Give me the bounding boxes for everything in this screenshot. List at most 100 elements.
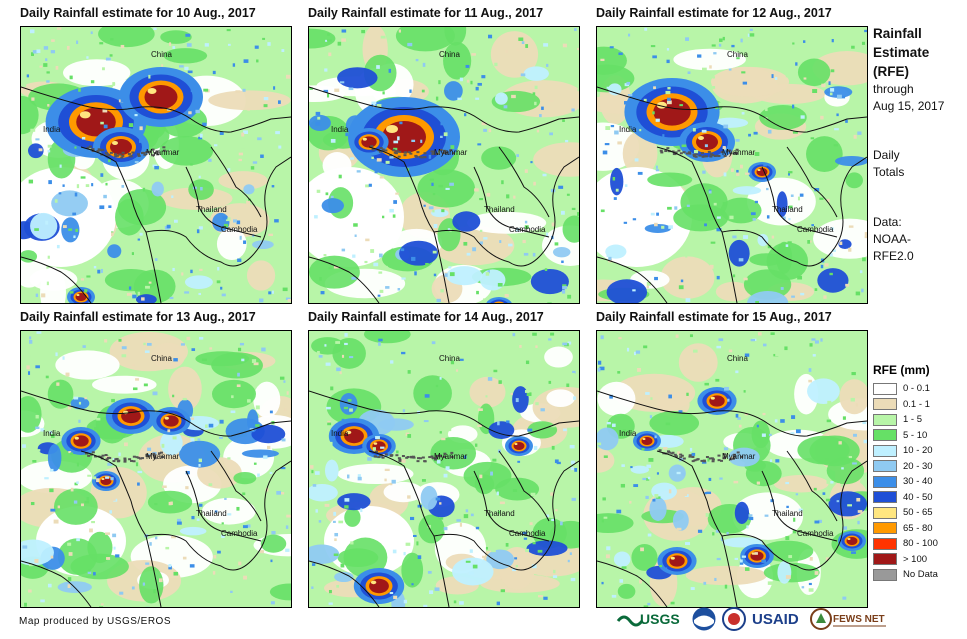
legend-title: RFE (mm) [873, 363, 930, 377]
legend-swatch [873, 475, 897, 488]
legend-swatch [873, 553, 897, 566]
svg-text:USGS: USGS [640, 611, 680, 627]
map-description: Rainfall Estimate (RFE) through Aug 15, … [873, 24, 944, 265]
daily-line-1: Daily [873, 148, 900, 162]
legend-label: 30 - 40 [903, 476, 933, 488]
panel-title: Daily Rainfall estimate for 14 Aug., 201… [308, 310, 544, 324]
panel-title: Daily Rainfall estimate for 10 Aug., 201… [20, 6, 256, 20]
rainfall-field: China India Myanmar Thailand Cambodia [309, 331, 579, 607]
title-line-1: Rainfall [873, 26, 922, 41]
legend-label: 40 - 50 [903, 491, 933, 503]
legend-label: 50 - 65 [903, 507, 933, 519]
legend-label: 5 - 10 [903, 429, 928, 441]
rainfall-field: China India Myanmar Thailand Cambodia [309, 27, 579, 303]
title-line-3: (RFE) [873, 64, 909, 79]
legend-label: 20 - 30 [903, 460, 933, 472]
noaa-logo [692, 607, 716, 631]
legend-item: 65 - 80 [873, 521, 938, 537]
data-line-1: Data: [873, 215, 902, 229]
country-label-china: China [439, 50, 460, 59]
legend: RFE (mm) 0 - 0.1 0.1 - 1 1 - 5 5 - 10 10 - 2… [873, 363, 938, 583]
country-label-myanmar: Myanmar [722, 148, 756, 157]
country-label-myanmar: Myanmar [722, 452, 756, 461]
country-label-india: India [43, 429, 61, 438]
usaid-logo: USAID [752, 607, 804, 631]
country-label-thailand: Thailand [484, 205, 515, 214]
panel-title: Daily Rainfall estimate for 12 Aug., 201… [596, 6, 832, 20]
rainfall-map: China India Myanmar Thailand Cambodia [20, 330, 292, 608]
legend-swatch [873, 444, 897, 457]
legend-swatch [873, 537, 897, 550]
legend-item: 80 - 100 [873, 536, 938, 552]
legend-label: No Data [903, 569, 938, 581]
rainfall-map: China India Myanmar Thailand Cambodia [308, 330, 580, 608]
panel-title: Daily Rainfall estimate for 11 Aug., 201… [308, 6, 544, 20]
country-label-thailand: Thailand [772, 205, 803, 214]
country-label-india: India [619, 125, 637, 134]
legend-swatch [873, 382, 897, 395]
daily-line-2: Totals [873, 165, 905, 179]
legend-item: 40 - 50 [873, 490, 938, 506]
legend-label: 0 - 0.1 [903, 383, 930, 395]
data-line-3: RFE2.0 [873, 249, 914, 263]
country-label-china: China [727, 50, 748, 59]
rainfall-field: China India Myanmar Thailand Cambodia [597, 27, 867, 303]
legend-item: No Data [873, 567, 938, 583]
country-label-cambodia: Cambodia [797, 529, 834, 538]
country-label-cambodia: Cambodia [221, 529, 258, 538]
rainfall-map: China India Myanmar Thailand Cambodia [596, 330, 868, 608]
country-label-thailand: Thailand [196, 205, 227, 214]
legend-swatch [873, 491, 897, 504]
country-label-india: India [331, 125, 349, 134]
fews-net-logo: FEWS NET [810, 607, 888, 631]
through-date: Aug 15, 2017 [873, 99, 945, 113]
legend-item: > 100 [873, 552, 938, 568]
country-label-myanmar: Myanmar [434, 452, 468, 461]
legend-label: 1 - 5 [903, 414, 923, 426]
legend-swatch [873, 506, 897, 519]
usaid-seal-icon [722, 607, 746, 631]
agency-logos: USGS USAID FEWS NET [616, 605, 894, 633]
country-label-myanmar: Myanmar [146, 148, 180, 157]
country-label-china: China [151, 354, 172, 363]
country-label-china: China [439, 354, 460, 363]
legend-label: 65 - 80 [903, 522, 933, 534]
country-label-thailand: Thailand [196, 509, 227, 518]
legend-item: 30 - 40 [873, 474, 938, 490]
legend-label: 80 - 100 [903, 538, 938, 550]
legend-swatch [873, 568, 897, 581]
legend-swatch [873, 429, 897, 442]
country-label-cambodia: Cambodia [221, 225, 258, 234]
country-label-cambodia: Cambodia [797, 225, 834, 234]
legend-swatch [873, 522, 897, 535]
svg-text:FEWS NET: FEWS NET [833, 614, 885, 625]
panel-title: Daily Rainfall estimate for 13 Aug., 201… [20, 310, 256, 324]
country-label-myanmar: Myanmar [434, 148, 468, 157]
panel-title: Daily Rainfall estimate for 15 Aug., 201… [596, 310, 832, 324]
rainfall-field: China India Myanmar Thailand Cambodia [597, 331, 867, 607]
through-label: through [873, 82, 914, 96]
legend-swatch [873, 413, 897, 426]
rainfall-map: China India Myanmar Thailand Cambodia [308, 26, 580, 304]
legend-label: 0.1 - 1 [903, 398, 930, 410]
title-line-2: Estimate [873, 45, 930, 60]
country-label-china: China [151, 50, 172, 59]
legend-swatch [873, 398, 897, 411]
legend-item: 10 - 20 [873, 443, 938, 459]
rainfall-map: China India Myanmar Thailand Cambodia [20, 26, 292, 304]
rainfall-field: China India Myanmar Thailand Cambodia [21, 27, 291, 303]
country-label-china: China [727, 354, 748, 363]
legend-swatch [873, 460, 897, 473]
legend-item: 20 - 30 [873, 459, 938, 475]
country-label-myanmar: Myanmar [146, 452, 180, 461]
legend-item: 0 - 0.1 [873, 381, 938, 397]
country-label-cambodia: Cambodia [509, 225, 546, 234]
svg-text:USAID: USAID [752, 611, 799, 628]
country-label-thailand: Thailand [772, 509, 803, 518]
legend-item: 0.1 - 1 [873, 397, 938, 413]
country-label-cambodia: Cambodia [509, 529, 546, 538]
rainfall-field: China India Myanmar Thailand Cambodia [21, 331, 291, 607]
usgs-logo: USGS [616, 607, 686, 631]
country-label-india: India [331, 429, 349, 438]
rainfall-map: China India Myanmar Thailand Cambodia [596, 26, 868, 304]
